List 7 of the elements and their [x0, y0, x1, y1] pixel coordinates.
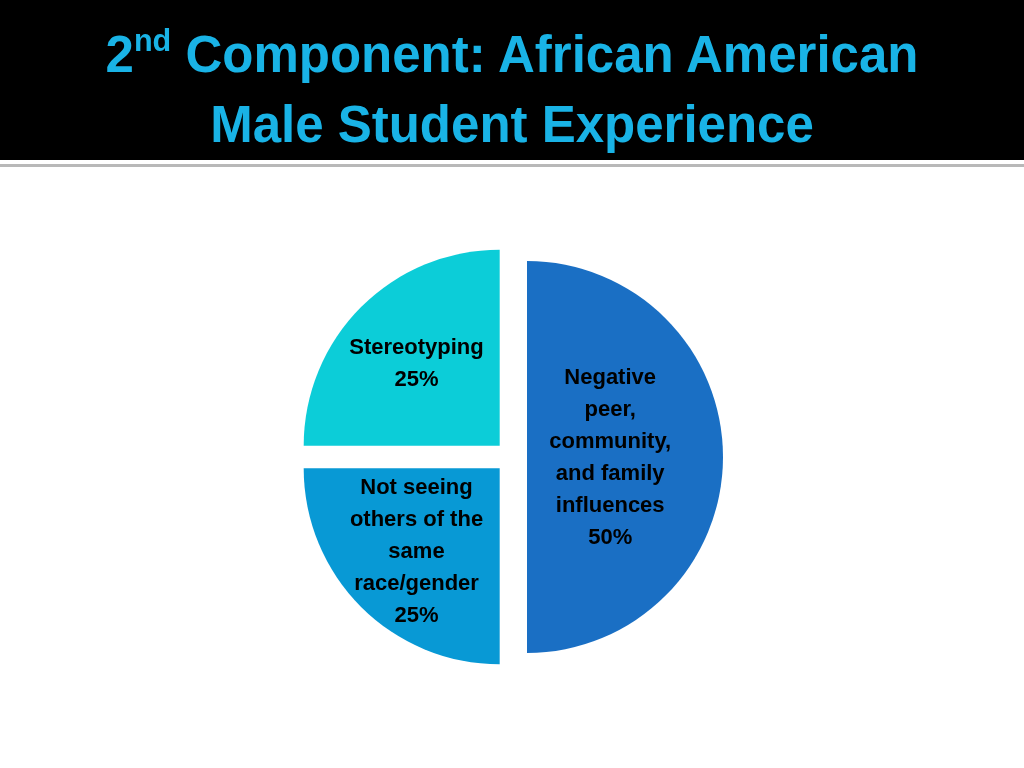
data-label: 25%	[394, 602, 439, 628]
slice-label: Negative peer, community, and family influences	[549, 364, 672, 517]
data-label: 50%	[588, 524, 633, 549]
slice-label: Stereotyping	[349, 333, 484, 359]
data-label: 25%	[394, 365, 439, 391]
chart-title: 2$^{nd}$ Component: African American Male Student Experience	[104, 21, 920, 155]
slice-label: Not seeing others of the same race/gender	[349, 474, 484, 596]
